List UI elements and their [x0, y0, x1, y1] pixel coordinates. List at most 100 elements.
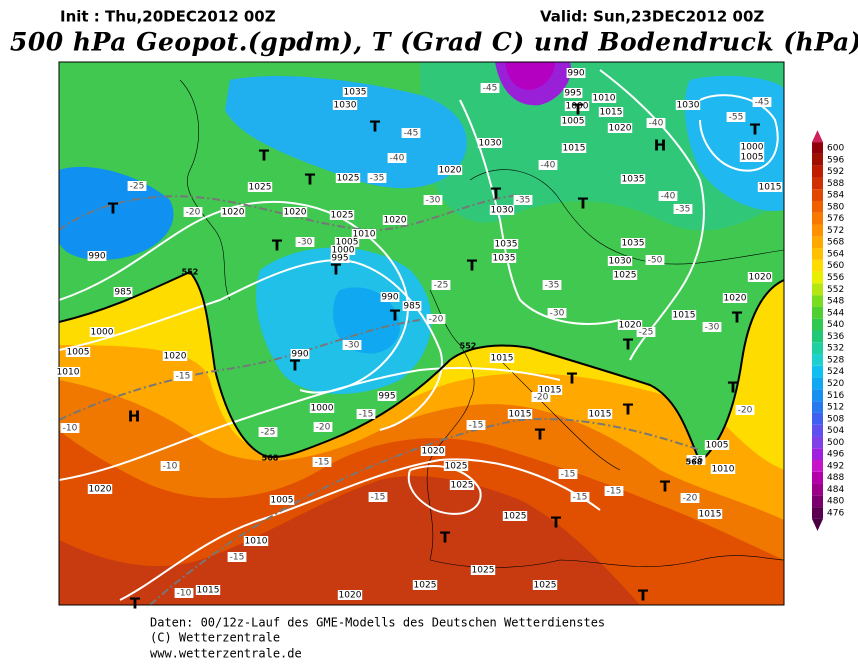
temperature-label-box — [558, 469, 578, 479]
map-title: 500 hPa Geopot.(gpdm), T (Grad C) und Bo… — [10, 28, 858, 57]
pressure-label-box — [564, 101, 590, 111]
temperature-label: -35 — [545, 281, 560, 291]
pressure-label: 1020 — [422, 447, 445, 457]
pressure-label-box — [491, 253, 517, 263]
pressure-label-box — [162, 351, 188, 361]
scale-label: 524 — [827, 367, 844, 377]
map-background — [59, 62, 784, 605]
temperature-label: -30 — [705, 323, 720, 333]
pressure-label-box — [757, 182, 783, 192]
pressure-label-box — [710, 464, 736, 474]
scale-box — [812, 330, 823, 343]
coastline — [179, 79, 231, 301]
temperature-label: -40 — [649, 119, 664, 129]
pressure-label: 1025 — [249, 183, 272, 193]
temperature-label: -20 — [429, 315, 444, 325]
pressure-label: 1000 — [91, 328, 114, 338]
scale-arrow-bottom — [812, 518, 823, 531]
pressure-center: T — [370, 118, 381, 136]
scale-label: 528 — [827, 355, 844, 365]
footer-url: www.wetterzentrale.de — [150, 647, 302, 661]
pressure-label-box — [675, 100, 701, 110]
pressure-label: 1000 — [332, 246, 355, 256]
pressure-label-box — [671, 310, 697, 320]
pressure-label: 1030 — [491, 206, 514, 216]
pressure-label: 1015 — [563, 144, 586, 154]
temperature-label: -25 — [689, 456, 704, 466]
pressure-label: 990 — [291, 350, 308, 360]
scale-label: 508 — [827, 414, 844, 424]
temperature-label-box — [258, 427, 278, 437]
temperature-label-box — [160, 461, 180, 471]
pressure-label-box — [449, 480, 475, 490]
pressure-label-box — [493, 239, 519, 249]
low-north — [225, 75, 467, 189]
pressure-label: 1020 — [89, 485, 112, 495]
temperature-label-box — [295, 237, 315, 247]
temperature-label: -20 — [186, 208, 201, 218]
pressure-label: 1020 — [619, 321, 642, 331]
temperature-label-box — [368, 492, 388, 502]
scale-box — [812, 153, 823, 166]
isotherm — [59, 194, 521, 232]
pressure-label-box — [220, 207, 246, 217]
temperature-label-box — [604, 486, 624, 496]
height-label: 568 — [686, 458, 703, 467]
pressure-label: 1015 — [197, 586, 220, 596]
coastline — [469, 169, 784, 265]
temperature-label-box — [466, 420, 486, 430]
temperature-label-box — [645, 255, 665, 265]
pressure-label: 1005 — [67, 348, 90, 358]
temperature-label: -20 — [683, 494, 698, 504]
temperature-label: -15 — [230, 553, 245, 563]
pressure-label: 1000 — [311, 404, 334, 414]
temperature-label: -15 — [561, 470, 576, 480]
pressure-label-box — [443, 461, 469, 471]
pressure-label: 1015 — [673, 311, 696, 321]
pressure-label: 1010 — [712, 465, 735, 475]
scale-label: 500 — [827, 438, 844, 448]
pressure-label: 1015 — [600, 108, 623, 118]
scale-label: 548 — [827, 297, 844, 307]
scale-box — [812, 401, 823, 413]
temperature-label: -20 — [316, 423, 331, 433]
scale-box — [812, 389, 823, 402]
temperature-label: -25 — [434, 281, 449, 291]
pressure-label-box — [489, 353, 515, 363]
scale-label: 568 — [827, 238, 844, 248]
pressure-center: H — [128, 408, 141, 426]
pressure-label-box — [587, 409, 613, 419]
pressure-center: T — [567, 370, 578, 388]
pressure-center: T — [623, 336, 634, 354]
temperature-label-box — [513, 195, 533, 205]
pressure-label: 1025 — [504, 512, 527, 522]
scale-label: 544 — [827, 308, 844, 318]
scale-label: 532 — [827, 344, 844, 354]
pressure-label-box — [537, 385, 563, 395]
scale-label: 556 — [827, 273, 844, 283]
scale-box — [812, 200, 823, 213]
scale-label: 488 — [827, 473, 844, 483]
isotherms — [59, 194, 701, 605]
pressure-center: T — [305, 171, 316, 189]
height-label: 568 — [262, 454, 279, 463]
temperature-label-box — [183, 207, 203, 217]
temperature-label: -45 — [404, 129, 419, 139]
temperature-label: -30 — [345, 341, 360, 351]
pressure-label: 1020 — [724, 294, 747, 304]
pressure-label-box — [739, 142, 765, 152]
pressure-label: 1025 — [451, 481, 474, 491]
pressure-center: T — [440, 529, 451, 547]
pressure-label: 1035 — [622, 175, 645, 185]
temperature-label-box — [531, 392, 551, 402]
pressure-label-box — [334, 237, 360, 247]
scale-label: 492 — [827, 461, 844, 471]
temperature-label-box — [313, 422, 333, 432]
pressure-center: T — [535, 426, 546, 444]
temperature-label-box — [127, 181, 147, 191]
temperature-label: -15 — [371, 493, 386, 503]
pressure-center: T — [732, 309, 743, 327]
valid-time: Valid: Sun,23DEC2012 00Z — [540, 8, 764, 26]
scale-label: 476 — [827, 509, 844, 519]
